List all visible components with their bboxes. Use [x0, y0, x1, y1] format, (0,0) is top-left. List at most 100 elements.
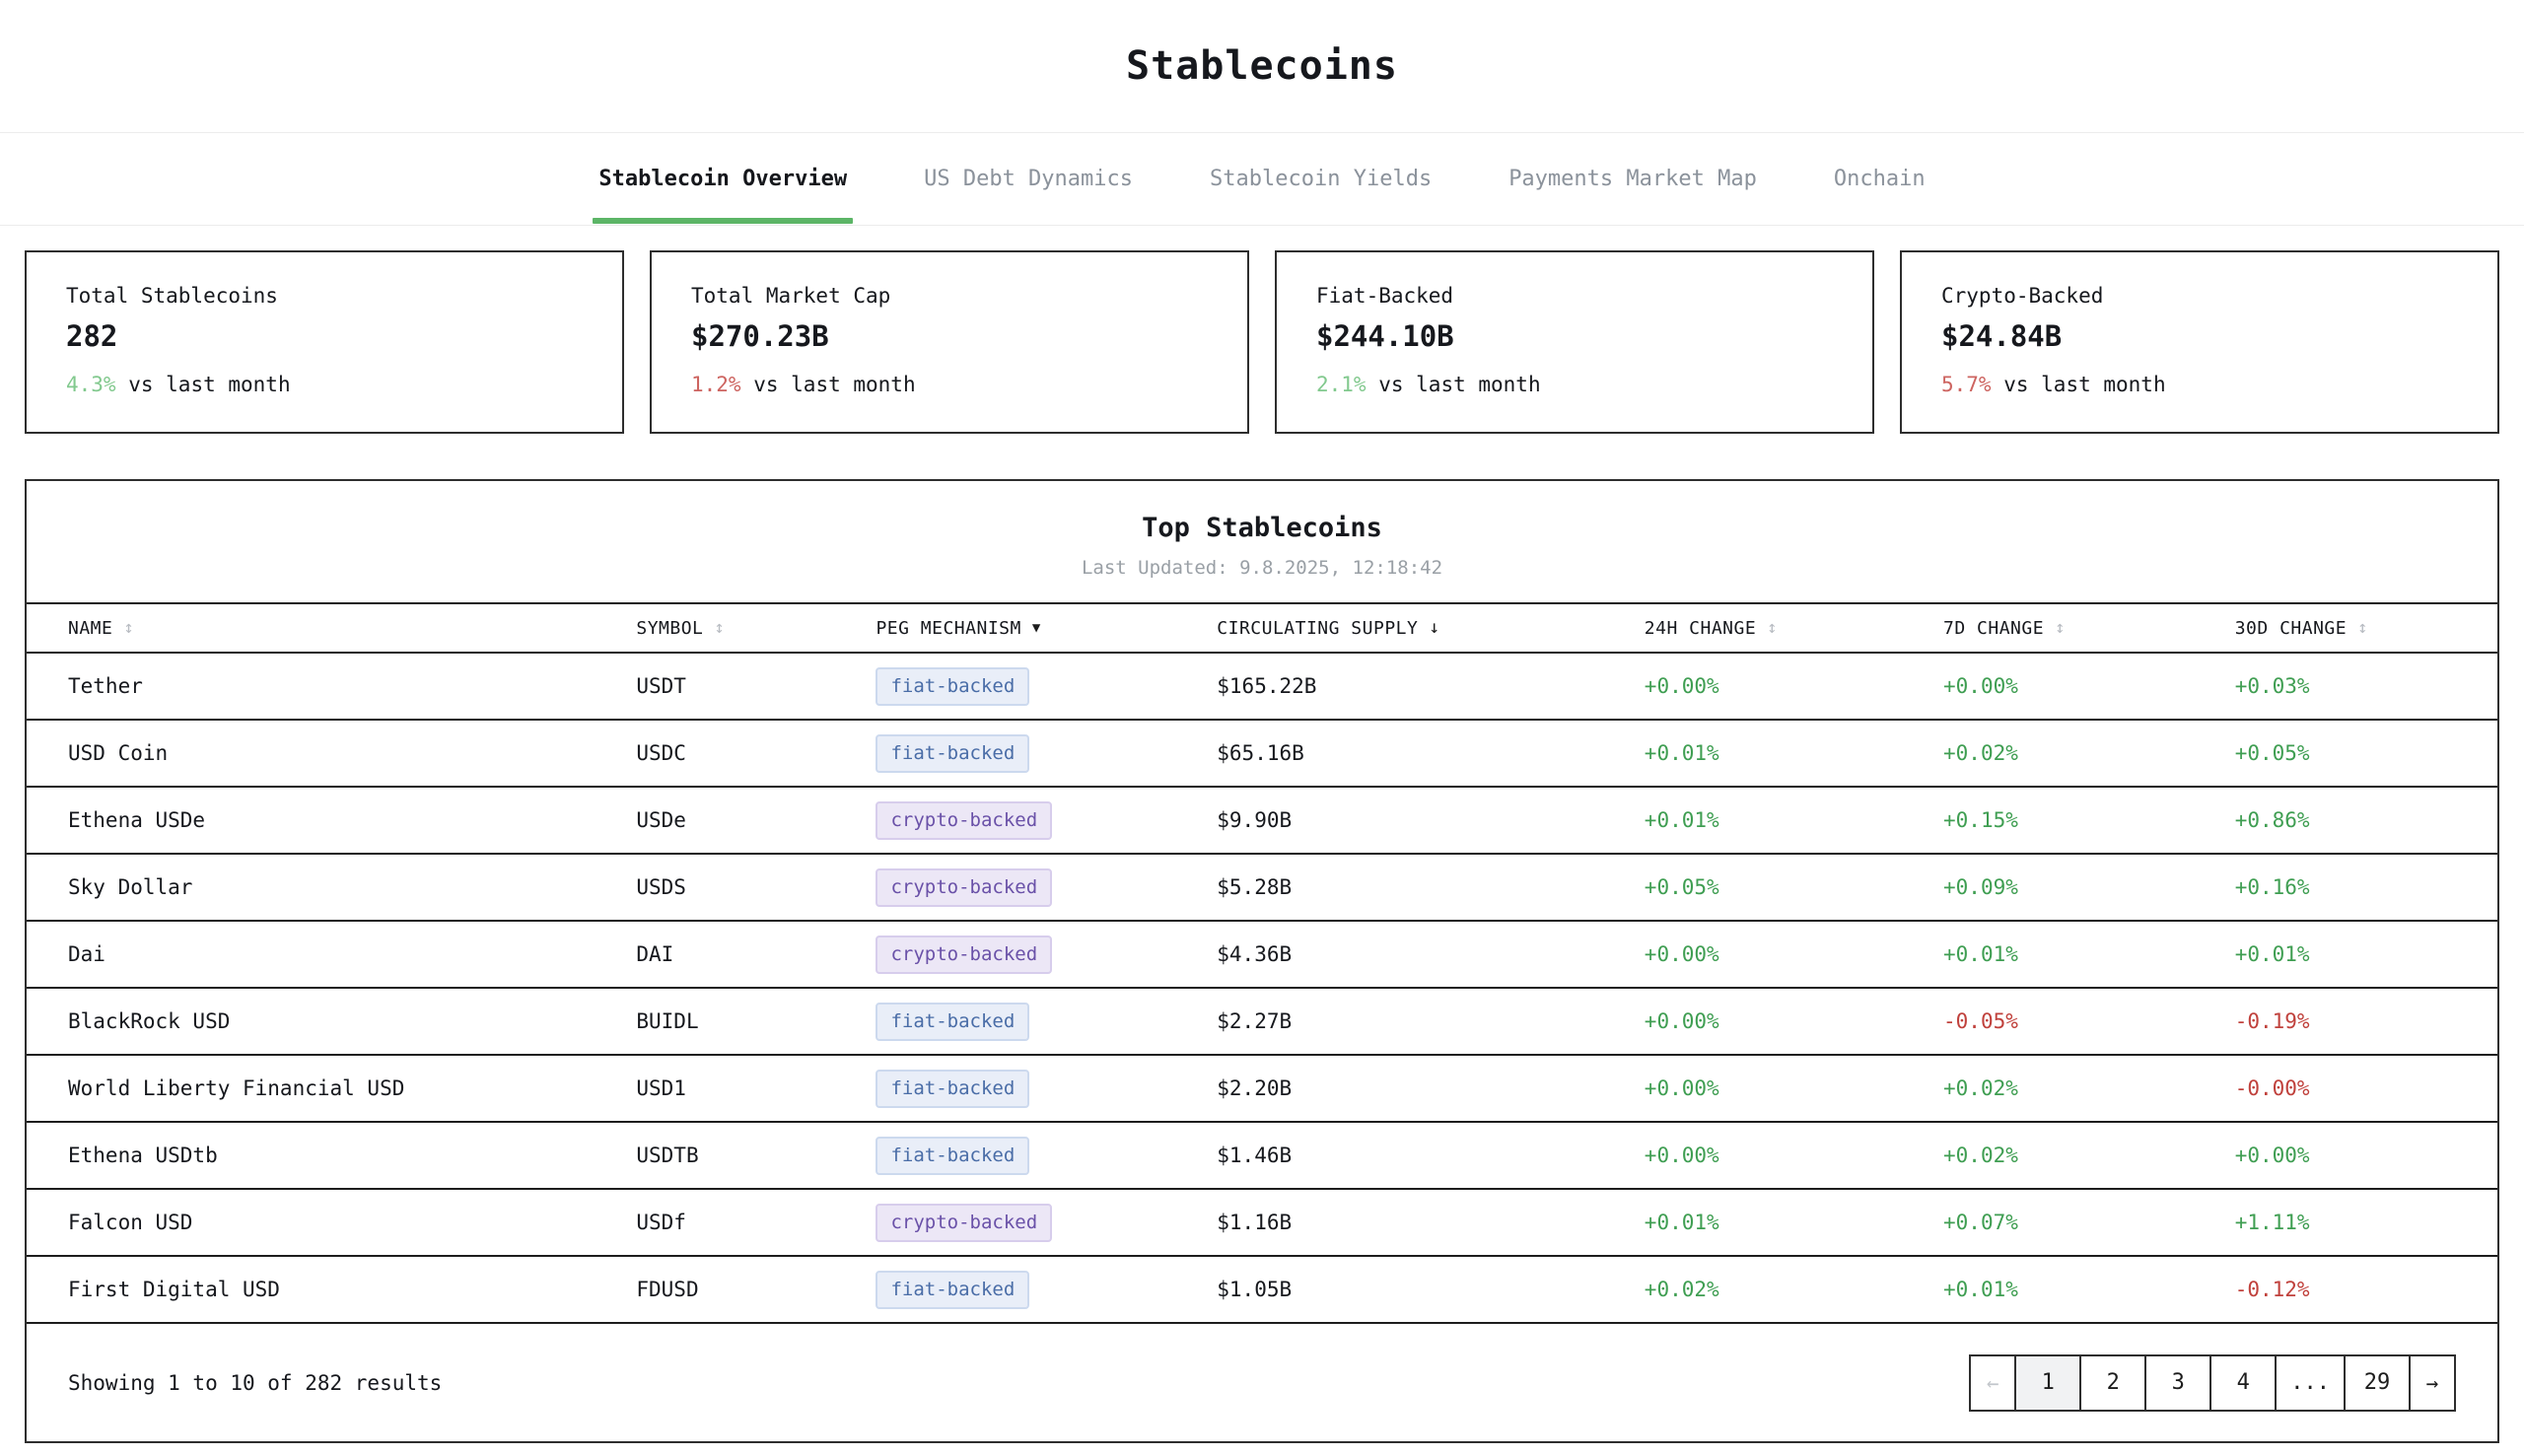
change-24h: +0.00%: [1644, 1076, 1719, 1100]
table-body: Tether USDT fiat-backed $165.22B +0.00% …: [27, 654, 2497, 1324]
stablecoin-symbol: USDf: [636, 1211, 686, 1234]
card-value: $24.84B: [1941, 319, 2063, 353]
change-24h: +0.00%: [1644, 1144, 1719, 1167]
peg-mechanism-badge: crypto-backed: [876, 800, 1053, 840]
change-30d: +0.03%: [2234, 674, 2310, 698]
change-30d: -0.00%: [2234, 1076, 2310, 1100]
change-7d: +0.07%: [1943, 1211, 2018, 1234]
tab-label: Stablecoin Yields: [1210, 167, 1433, 191]
card-value: $244.10B: [1316, 319, 1454, 353]
column-header-circulating-supply[interactable]: CIRCULATING SUPPLY ↓: [1217, 617, 1440, 639]
stat-card-total-stablecoins: Total Stablecoins 282 4.3% vs last month: [25, 250, 624, 434]
peg-mechanism-badge: fiat-backed: [876, 1136, 1030, 1175]
table-row: Dai DAI crypto-backed $4.36B +0.00% +0.0…: [27, 922, 2497, 989]
card-label: Total Stablecoins: [66, 284, 278, 308]
peg-mechanism-badge: crypto-backed: [876, 867, 1053, 907]
pagination-page-2[interactable]: 2: [2079, 1355, 2145, 1410]
circulating-supply: $2.20B: [1217, 1076, 1293, 1100]
filter-caret-icon: ▼: [1031, 620, 1041, 636]
change-24h: +0.00%: [1644, 1009, 1719, 1033]
peg-mechanism-badge: crypto-backed: [876, 935, 1053, 974]
change-30d: +1.11%: [2234, 1211, 2310, 1234]
stat-card-crypto-backed: Crypto-Backed $24.84B 5.7% vs last month: [1900, 250, 2499, 434]
card-label: Fiat-Backed: [1316, 284, 1454, 308]
last-updated: Last Updated: 9.8.2025, 12:18:42: [1081, 557, 1443, 579]
stablecoin-name: USD Coin: [68, 741, 169, 765]
change-compare-label: vs last month: [1378, 373, 1541, 396]
peg-mechanism-badge: fiat-backed: [876, 1069, 1030, 1108]
tab-stablecoin-yields[interactable]: Stablecoin Yields: [1210, 133, 1432, 225]
table-row: BlackRock USD BUIDL fiat-backed $2.27B +…: [27, 989, 2497, 1056]
circulating-supply: $1.16B: [1217, 1211, 1293, 1234]
tab-label: US Debt Dynamics: [924, 167, 1134, 191]
table-row: Sky Dollar USDS crypto-backed $5.28B +0.…: [27, 855, 2497, 922]
stablecoin-symbol: USDT: [636, 674, 686, 698]
change-24h: +0.01%: [1644, 741, 1719, 765]
change-24h: +0.05%: [1644, 875, 1719, 899]
table-header-row: NAME ↕ SYMBOL ↕ PEG MECHANISM ▼ CIRCULAT…: [27, 602, 2497, 654]
stablecoin-name: Ethena USDe: [68, 808, 206, 832]
change-7d: +0.00%: [1943, 674, 2018, 698]
table-row: World Liberty Financial USD USD1 fiat-ba…: [27, 1056, 2497, 1123]
column-header-symbol[interactable]: SYMBOL ↕: [636, 617, 726, 639]
stablecoin-symbol: USDS: [636, 875, 686, 899]
change-30d: -0.19%: [2234, 1009, 2310, 1033]
pagination-prev-button[interactable]: ←: [1971, 1355, 2015, 1410]
stablecoin-name: World Liberty Financial USD: [68, 1076, 405, 1100]
column-header-peg-mechanism[interactable]: PEG MECHANISM ▼: [876, 617, 1041, 639]
pagination-page-29[interactable]: 29: [2344, 1355, 2409, 1410]
page-title: Stablecoins: [1126, 43, 1398, 89]
table-row: First Digital USD FDUSD fiat-backed $1.0…: [27, 1257, 2497, 1324]
change-7d: +0.01%: [1943, 942, 2018, 966]
change-7d: +0.02%: [1943, 1076, 2018, 1100]
stablecoin-name: First Digital USD: [68, 1278, 280, 1301]
circulating-supply: $165.22B: [1217, 674, 1317, 698]
peg-cell: fiat-backed: [834, 733, 1175, 773]
pagination-page-3[interactable]: 3: [2144, 1355, 2210, 1410]
circulating-supply: $2.27B: [1217, 1009, 1293, 1033]
change-percent: 2.1%: [1316, 373, 1367, 396]
pagination: ← 1 2 3 4 ... 29 →: [1969, 1353, 2456, 1412]
stablecoin-symbol: USDe: [636, 808, 686, 832]
top-stablecoins-panel: Top Stablecoins Last Updated: 9.8.2025, …: [25, 479, 2499, 1443]
peg-cell: crypto-backed: [834, 867, 1175, 907]
peg-cell: fiat-backed: [834, 1136, 1175, 1175]
table-row: Ethena USDe USDe crypto-backed $9.90B +0…: [27, 788, 2497, 855]
column-header-30d-change[interactable]: 30D CHANGE ↕: [2234, 617, 2368, 639]
change-30d: +0.05%: [2234, 741, 2310, 765]
card-value: 282: [66, 319, 118, 353]
page-header: Stablecoins: [0, 0, 2524, 133]
table-title: Top Stablecoins: [1142, 513, 1382, 543]
tab-stablecoin-overview[interactable]: Stablecoin Overview: [593, 133, 853, 225]
change-24h: +0.02%: [1644, 1278, 1719, 1301]
peg-mechanism-badge: fiat-backed: [876, 1002, 1030, 1041]
column-header-name[interactable]: NAME ↕: [68, 617, 135, 639]
tab-payments-market-map[interactable]: Payments Market Map: [1508, 133, 1757, 225]
tab-onchain[interactable]: Onchain: [1834, 133, 1926, 225]
change-24h: +0.00%: [1644, 674, 1719, 698]
pagination-page-4[interactable]: 4: [2209, 1355, 2276, 1410]
pagination-ellipsis[interactable]: ...: [2275, 1355, 2344, 1410]
table-row: Falcon USD USDf crypto-backed $1.16B +0.…: [27, 1190, 2497, 1257]
tab-us-debt-dynamics[interactable]: US Debt Dynamics: [924, 133, 1133, 225]
column-header-24h-change[interactable]: 24H CHANGE ↕: [1644, 617, 1778, 639]
tab-label: Stablecoin Overview: [598, 167, 848, 191]
pagination-page-1[interactable]: 1: [2014, 1355, 2080, 1410]
change-30d: +0.01%: [2234, 942, 2310, 966]
peg-cell: fiat-backed: [834, 1069, 1175, 1108]
pagination-next-button[interactable]: →: [2409, 1355, 2454, 1410]
stablecoin-name: BlackRock USD: [68, 1009, 231, 1033]
change-compare-label: vs last month: [128, 373, 291, 396]
circulating-supply: $5.28B: [1217, 875, 1293, 899]
column-header-7d-change[interactable]: 7D CHANGE ↕: [1943, 617, 2066, 639]
card-change: 2.1% vs last month: [1316, 373, 1833, 396]
peg-cell: fiat-backed: [834, 666, 1175, 706]
stablecoin-name: Falcon USD: [68, 1211, 193, 1234]
change-compare-label: vs last month: [753, 373, 916, 396]
change-percent: 4.3%: [66, 373, 116, 396]
change-compare-label: vs last month: [2003, 373, 2166, 396]
stablecoin-symbol: USD1: [636, 1076, 686, 1100]
stablecoin-name: Tether: [68, 674, 143, 698]
stat-cards: Total Stablecoins 282 4.3% vs last month…: [25, 250, 2499, 434]
peg-cell: crypto-backed: [834, 1203, 1175, 1242]
